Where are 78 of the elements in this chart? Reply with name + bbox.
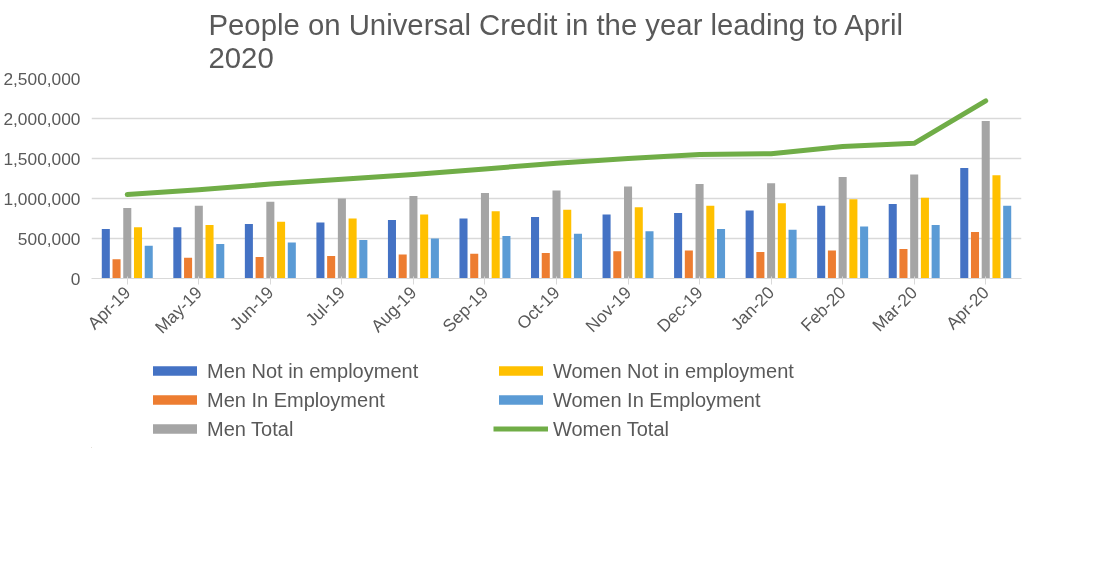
bar xyxy=(706,205,715,279)
bar xyxy=(531,216,540,279)
bar xyxy=(266,201,275,279)
bar xyxy=(101,228,110,279)
bar xyxy=(409,196,418,279)
bar xyxy=(216,244,225,279)
bar xyxy=(777,203,786,279)
bar xyxy=(359,240,368,279)
bar xyxy=(430,238,439,279)
bar xyxy=(931,224,940,279)
bar xyxy=(613,251,622,279)
bar xyxy=(316,222,325,279)
bar xyxy=(144,245,153,279)
bar xyxy=(327,256,336,279)
bar xyxy=(563,209,572,279)
bar xyxy=(756,252,765,279)
bar xyxy=(133,227,143,279)
bar xyxy=(674,212,683,279)
y-tick-label: 1,000,000 xyxy=(3,188,81,209)
bar xyxy=(767,183,776,279)
bar xyxy=(838,176,847,279)
y-tick-label: 500,000 xyxy=(17,228,81,249)
bar xyxy=(480,192,489,279)
legend-label: Women Total xyxy=(552,417,670,440)
bar xyxy=(899,248,908,279)
y-tick-label: 0 xyxy=(70,268,81,289)
bar xyxy=(244,224,253,279)
bar xyxy=(470,253,479,279)
bar xyxy=(277,221,286,279)
bar xyxy=(184,257,193,279)
bar xyxy=(992,175,1001,279)
bar xyxy=(827,250,836,279)
bar xyxy=(573,233,582,279)
bar xyxy=(552,190,561,279)
bar xyxy=(491,211,500,279)
bar xyxy=(255,256,264,279)
bar xyxy=(849,199,858,279)
bar xyxy=(981,120,990,279)
legend-label: Women Not in employment xyxy=(552,359,795,382)
bar xyxy=(420,214,429,279)
bar xyxy=(684,250,693,279)
y-tick-label: 1,500,000 xyxy=(3,148,81,169)
legend-label: Men Total xyxy=(206,417,295,440)
bar xyxy=(960,168,969,279)
bar xyxy=(337,198,346,279)
chart-title: People on Universal Credit in the year leading to April 2020 xyxy=(208,7,903,74)
bar xyxy=(817,205,826,279)
bar xyxy=(920,197,929,279)
bar xyxy=(745,210,754,279)
bar xyxy=(624,186,633,279)
bar xyxy=(348,218,357,279)
bar xyxy=(1003,205,1012,279)
bar xyxy=(123,208,132,279)
bar xyxy=(541,252,550,279)
bar xyxy=(387,220,396,279)
bar xyxy=(860,226,869,279)
bar xyxy=(459,218,468,279)
bar xyxy=(695,184,704,279)
bar xyxy=(205,224,214,279)
bar xyxy=(645,231,654,279)
bar xyxy=(398,254,407,279)
bar xyxy=(634,207,643,279)
legend-label: Men In Employment xyxy=(206,388,386,411)
bar xyxy=(173,227,182,279)
bar xyxy=(970,232,980,279)
bar xyxy=(602,214,611,279)
bar xyxy=(910,174,919,279)
bar xyxy=(788,229,797,279)
legend-label: Women In Employment xyxy=(552,388,762,411)
y-tick-label: 2,500,000 xyxy=(3,68,81,89)
bar xyxy=(502,236,511,279)
bar xyxy=(194,205,203,279)
bar xyxy=(112,259,121,279)
bar xyxy=(717,228,726,279)
bar xyxy=(888,204,897,279)
y-tick-label: 2,000,000 xyxy=(3,108,81,129)
bar xyxy=(287,242,296,279)
legend-label: Men Not in employment xyxy=(206,359,420,382)
